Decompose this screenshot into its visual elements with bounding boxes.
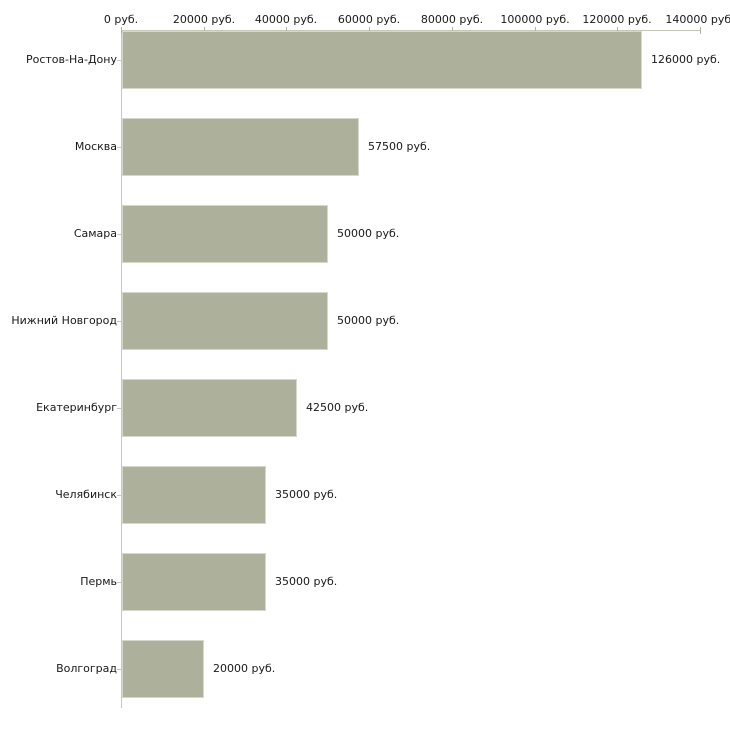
category-label: Москва (74, 140, 117, 153)
y-axis-tick-mark (117, 495, 121, 496)
x-axis-tick-label: 20000 руб. (172, 13, 236, 26)
x-axis-tick-label: 120000 руб. (582, 13, 652, 26)
y-axis-line (121, 30, 122, 708)
value-label: 35000 руб. (275, 488, 338, 501)
category-label: Челябинск (55, 488, 117, 501)
x-axis-tick-mark (369, 27, 370, 34)
bar (122, 292, 328, 350)
value-label: 57500 руб. (368, 140, 431, 153)
x-axis-tick-mark (286, 27, 287, 34)
category-label: Екатеринбург (36, 401, 117, 414)
x-axis-tick-label: 80000 руб. (420, 13, 484, 26)
value-label: 20000 руб. (213, 662, 276, 675)
x-axis-tick-label: 100000 руб. (500, 13, 570, 26)
y-axis-tick-mark (117, 60, 121, 61)
y-axis-tick-mark (117, 669, 121, 670)
x-axis-tick-mark (617, 27, 618, 34)
x-axis-tick-mark (204, 27, 205, 34)
category-label: Ростов-На-Дону (25, 53, 117, 66)
value-label: 42500 руб. (306, 401, 369, 414)
value-label: 50000 руб. (337, 227, 400, 240)
value-label: 126000 руб. (651, 53, 721, 66)
bar (122, 466, 266, 524)
bar (122, 118, 359, 176)
bar (122, 379, 297, 437)
x-axis-tick-mark (121, 27, 122, 34)
bar (122, 640, 204, 698)
x-axis-tick-mark (700, 27, 701, 34)
y-axis-tick-mark (117, 147, 121, 148)
category-label: Пермь (80, 575, 117, 588)
bar (122, 205, 328, 263)
x-axis-tick-label: 0 руб. (103, 13, 139, 26)
x-axis-tick-mark (535, 27, 536, 34)
category-label: Нижний Новгород (11, 314, 117, 327)
y-axis-tick-mark (117, 234, 121, 235)
y-axis-tick-mark (117, 408, 121, 409)
value-label: 50000 руб. (337, 314, 400, 327)
x-axis-tick-mark (452, 27, 453, 34)
x-axis-tick-label: 140000 руб. (665, 13, 730, 26)
value-label: 35000 руб. (275, 575, 338, 588)
y-axis-tick-mark (117, 582, 121, 583)
bar (122, 553, 266, 611)
x-axis-tick-label: 40000 руб. (254, 13, 318, 26)
category-label: Самара (73, 227, 117, 240)
x-axis-line (121, 30, 701, 31)
category-label: Волгоград (56, 662, 117, 675)
x-axis-tick-label: 60000 руб. (337, 13, 401, 26)
bar (122, 31, 642, 89)
y-axis-tick-mark (117, 321, 121, 322)
